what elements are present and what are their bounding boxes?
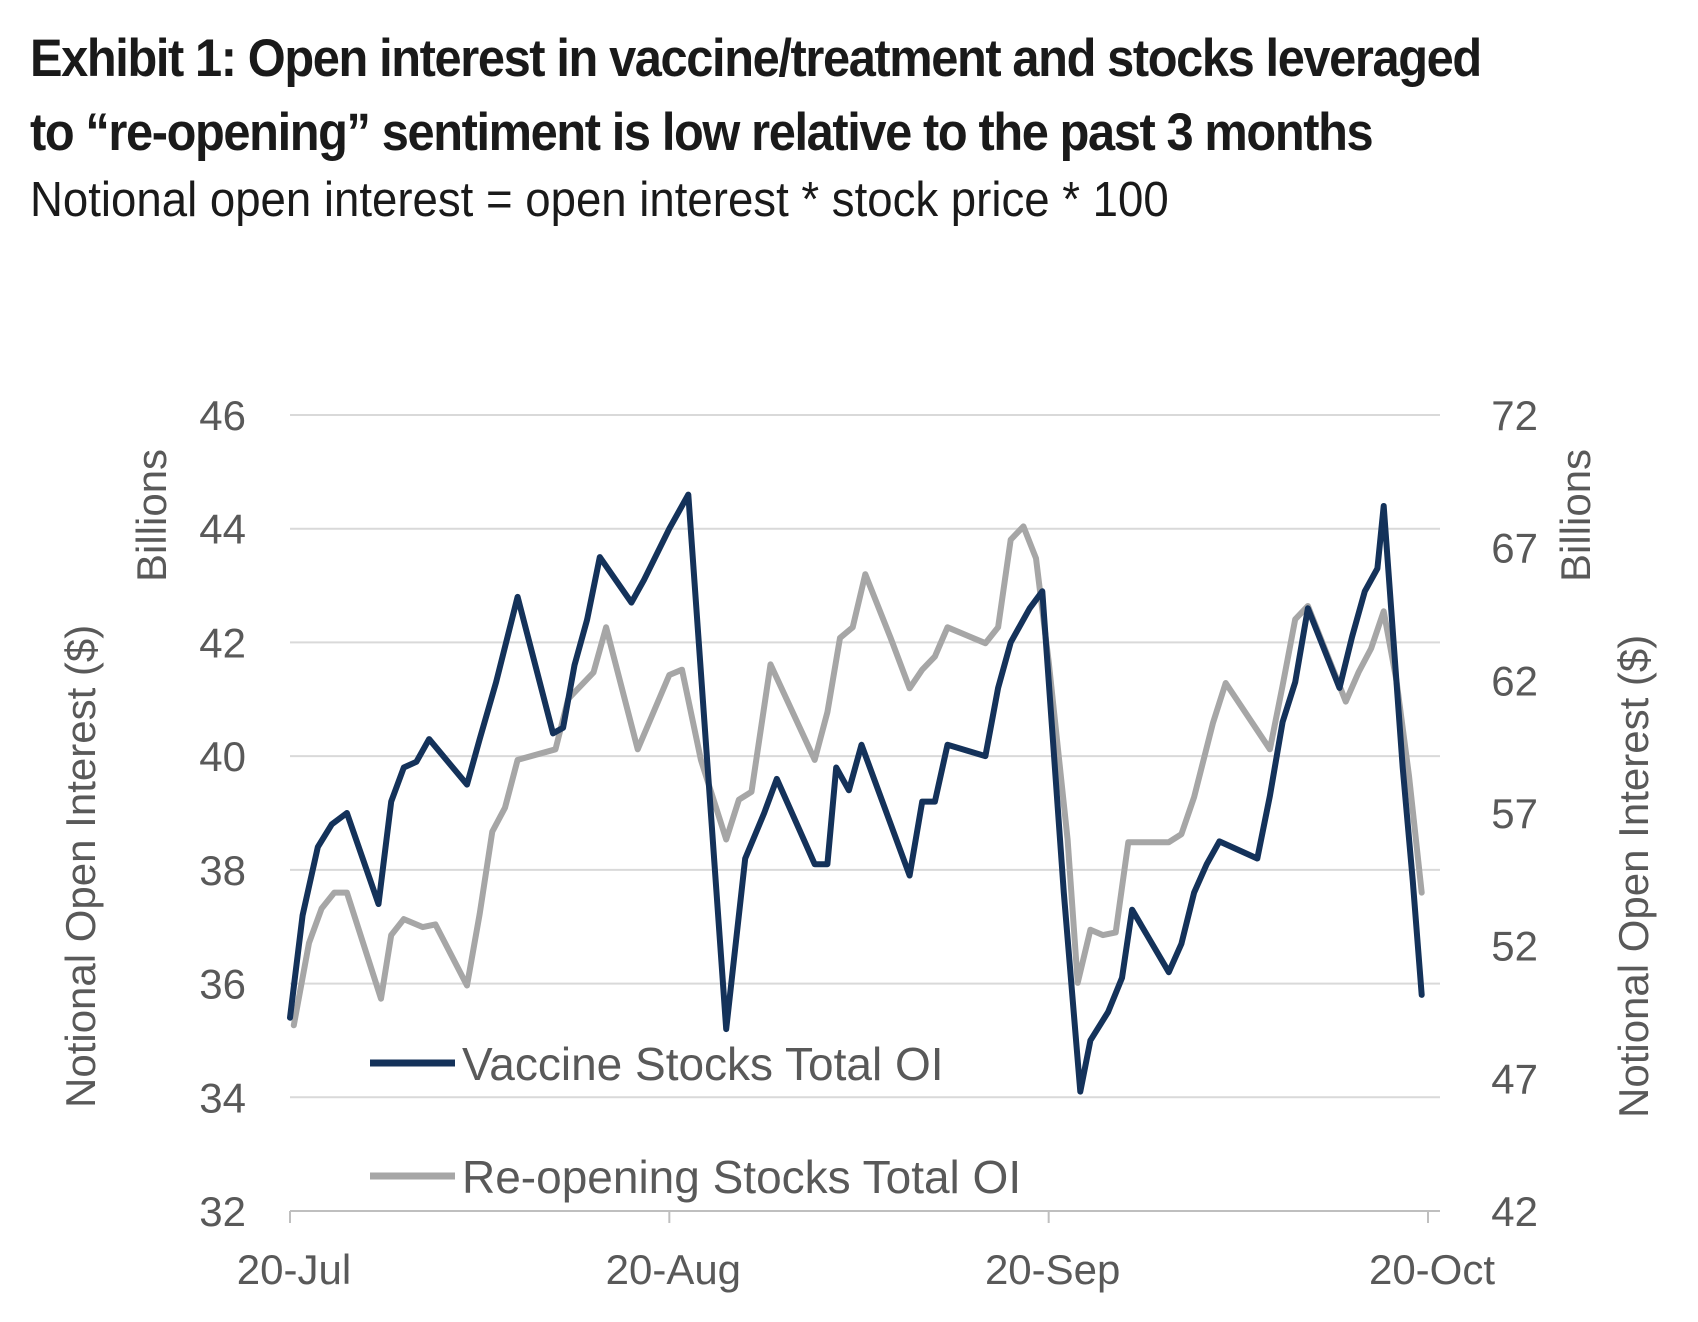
- left-tick-label: 44: [199, 506, 246, 553]
- x-tick-label: 20-Sep: [985, 1246, 1120, 1293]
- legend: Vaccine Stocks Total OI Re-opening Stock…: [370, 1038, 1021, 1203]
- left-tick-label: 46: [199, 392, 246, 439]
- left-y-axis-title: Notional Open Interest ($): [57, 625, 104, 1108]
- right-tick-label: 62: [1491, 657, 1538, 704]
- right-tick-label: 67: [1491, 525, 1538, 572]
- series-line-vaccine: [287, 491, 1425, 1095]
- right-tick-label: 52: [1491, 923, 1538, 970]
- left-tick-label: 34: [199, 1074, 246, 1121]
- legend-label-vaccine: Vaccine Stocks Total OI: [462, 1038, 944, 1090]
- x-tick-label: 20-Aug: [606, 1246, 741, 1293]
- left-tick-label: 42: [199, 619, 246, 666]
- left-y-axis-unit: Billions: [128, 449, 175, 582]
- left-tick-label: 32: [199, 1188, 246, 1235]
- series-layer: [287, 491, 1425, 1095]
- chart-subtitle: Notional open interest = open interest *…: [30, 173, 1169, 227]
- x-tick-label: 20-Oct: [1369, 1246, 1495, 1293]
- left-tick-label: 40: [199, 733, 246, 780]
- left-tick-label: 38: [199, 847, 246, 894]
- x-tick-label: 20-Jul: [237, 1246, 351, 1293]
- right-tick-label: 57: [1491, 790, 1538, 837]
- chart-title-line-2: to “re-opening” sentiment is low relativ…: [30, 103, 1374, 162]
- x-axis: 20-Jul 20-Aug 20-Sep 20-Oct: [237, 1210, 1495, 1293]
- left-y-axis-ticks: 32 34 36 38 40 42 44 46: [199, 392, 246, 1235]
- right-tick-label: 72: [1491, 392, 1538, 439]
- chart-title: Exhibit 1: Open interest in vaccine/trea…: [30, 22, 1668, 170]
- legend-label-reopening: Re-opening Stocks Total OI: [462, 1151, 1021, 1203]
- right-y-axis-ticks: 42 47 52 57 62 67 72: [1491, 392, 1538, 1235]
- chart-header: Exhibit 1: Open interest in vaccine/trea…: [30, 22, 1680, 230]
- right-tick-label: 47: [1491, 1055, 1538, 1102]
- chart-title-line-1: Exhibit 1: Open interest in vaccine/trea…: [30, 29, 1482, 88]
- right-y-axis-title: Notional Open Interest ($): [1610, 635, 1657, 1118]
- right-y-axis-unit: Billions: [1552, 449, 1599, 582]
- series-line-reopening: [290, 523, 1425, 1029]
- left-tick-label: 36: [199, 961, 246, 1008]
- right-tick-label: 42: [1491, 1188, 1538, 1235]
